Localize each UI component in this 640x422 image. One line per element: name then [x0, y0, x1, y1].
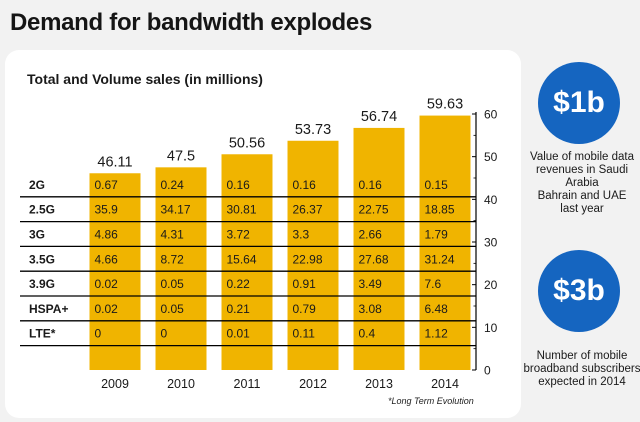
chart-title: Total and Volume sales (in millions)	[27, 71, 263, 87]
footnote: *Long Term Evolution	[388, 396, 474, 406]
revenue-badge: $1b	[538, 62, 620, 144]
revenue-caption-line: revenues in Saudi Arabia	[535, 164, 629, 189]
revenue-caption: Value of mobile data revenues in Saudi A…	[522, 151, 640, 216]
revenue-caption-line: Bahrain and UAE	[537, 190, 627, 202]
headline: Demand for bandwidth explodes	[10, 9, 372, 36]
subscribers-caption-line: expected in 2014	[538, 376, 626, 388]
subscribers-caption-line: broadband subscribers	[523, 363, 640, 375]
side-panel: $1b Value of mobile data revenues in Sau…	[524, 50, 640, 418]
chart-panel	[5, 50, 521, 418]
revenue-caption-line: last year	[560, 203, 604, 215]
subscribers-caption: Number of mobile broadband subscribers e…	[522, 350, 640, 389]
revenue-caption-line: Value of mobile data	[530, 151, 634, 163]
subscribers-badge: $3b	[538, 250, 620, 332]
subscribers-caption-line: Number of mobile	[536, 350, 628, 362]
